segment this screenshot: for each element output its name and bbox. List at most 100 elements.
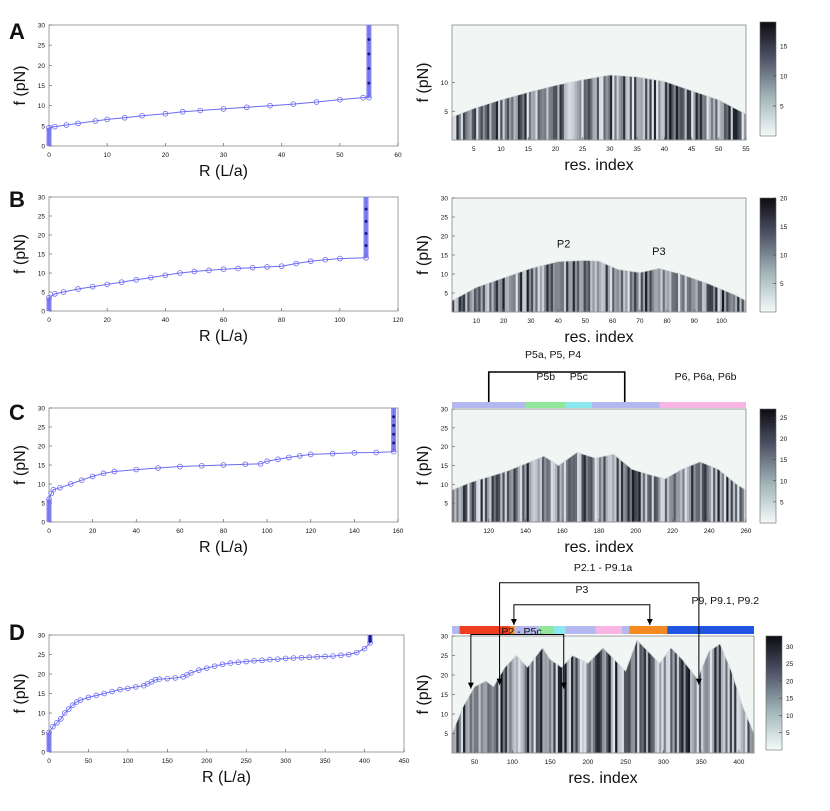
data-point [286, 454, 292, 461]
heatmap-cell [628, 639, 632, 753]
heatmap-cell [708, 260, 712, 312]
heatmap-cell [460, 452, 464, 522]
heatmap-cell [528, 452, 532, 522]
x-tick-label: 140 [520, 528, 531, 535]
plateau-dot [392, 423, 396, 427]
y-tick-label: 10 [441, 482, 449, 489]
y-axis-label: f (pN) [415, 63, 432, 103]
x-tick-label: 50 [471, 759, 479, 766]
x-tick-label: 40 [661, 146, 669, 153]
heatmap-cell [707, 639, 711, 753]
x-tick-label: 30 [220, 152, 228, 159]
data-point [61, 710, 68, 716]
heatmap-cell [542, 639, 546, 753]
data-point [220, 106, 227, 112]
heatmap-cell [656, 75, 659, 140]
y-tick-label: 0 [41, 750, 45, 757]
data-point [155, 465, 161, 471]
heatmap-cell [546, 260, 550, 312]
heatmap-cell [550, 452, 554, 522]
x-tick-label: 180 [594, 528, 605, 535]
heatmap-cell [577, 260, 580, 312]
data-point [351, 450, 358, 456]
arrow-head [467, 682, 474, 689]
heatmap-cell [669, 75, 673, 140]
heatmap-cell [728, 452, 732, 522]
x-tick-label: 400 [359, 758, 370, 765]
arrow-bracket [513, 604, 651, 625]
heatmap-cell [702, 260, 705, 312]
region-label: P3 [652, 246, 665, 258]
heatmap-cell [695, 452, 699, 522]
axes-frame [48, 196, 399, 312]
y-axis-label: f (pN) [415, 446, 432, 486]
heatmap-cell [513, 452, 517, 522]
heatmap-cell [676, 639, 680, 753]
plateau-dot [392, 441, 396, 445]
data-point [101, 690, 108, 697]
heatmap-cell [673, 452, 677, 522]
x-tick-label: 0 [47, 152, 51, 159]
data-point [54, 719, 60, 726]
y-tick-label: 10 [38, 271, 46, 278]
heatmap-cell [645, 260, 648, 312]
heatmap-cell [557, 639, 561, 753]
x-tick-label: 80 [663, 318, 671, 325]
data-point [147, 274, 154, 281]
data-point [89, 473, 96, 480]
heatmap-cell [491, 639, 495, 753]
heatmap-cell [697, 260, 701, 312]
heatmap-cell [603, 75, 607, 140]
x-tick-label: 100 [334, 317, 345, 324]
heatmap-cell [474, 639, 477, 753]
data-point [100, 470, 107, 477]
data-point [57, 484, 63, 491]
x-tick-label: 150 [162, 758, 173, 765]
heatmap-cell [544, 75, 547, 140]
arrow-head [496, 678, 503, 685]
heatmap-cell [489, 260, 493, 312]
heatmap-cell [601, 452, 604, 522]
heatmap-cell [638, 260, 642, 312]
heatmap-cell [546, 639, 550, 753]
x-axis-label: res. index [568, 770, 637, 787]
x-tick-label: 60 [609, 318, 617, 325]
y-tick-label: 30 [38, 633, 46, 640]
data-point [282, 655, 289, 662]
heatmap-cell [546, 452, 550, 522]
heatmap-cell [563, 260, 567, 312]
data-point [293, 260, 300, 267]
heatmap-cell [540, 639, 543, 753]
colorbar [765, 635, 783, 751]
heatmap-cell [680, 452, 683, 522]
heatmap-cell [623, 75, 626, 140]
heatmap-cell [597, 639, 601, 753]
profile-edge [451, 639, 755, 754]
heatmap-cell [618, 452, 622, 522]
heatmap-cell [681, 639, 685, 753]
heatmap-cell [704, 75, 708, 140]
x-tick-label: 60 [176, 528, 184, 535]
x-tick-label: 70 [636, 318, 644, 325]
heatmap-cell [718, 639, 722, 753]
data-point [68, 481, 74, 487]
colorbar-tick-label: 15 [780, 44, 788, 51]
heatmap-cell [572, 75, 576, 140]
heatmap-cell [526, 75, 530, 140]
heatmap-cell [487, 260, 490, 312]
data-point [162, 110, 169, 117]
heatmap-cell [723, 639, 726, 753]
heatmap-cell [469, 452, 473, 522]
heatmap-cell [647, 452, 651, 522]
x-tick-label: 300 [658, 759, 669, 766]
heatmap-cell [513, 639, 517, 753]
heatmap-cell [500, 452, 504, 522]
x-tick-label: 40 [555, 318, 563, 325]
y-tick-label: 25 [38, 425, 46, 432]
heatmap-cell [620, 452, 624, 522]
y-tick-label: 20 [38, 63, 46, 70]
y-tick-label: 30 [441, 196, 449, 203]
y-tick-label: 0 [41, 520, 45, 527]
y-tick-label: 15 [38, 252, 46, 259]
x-tick-label: 200 [582, 759, 593, 766]
